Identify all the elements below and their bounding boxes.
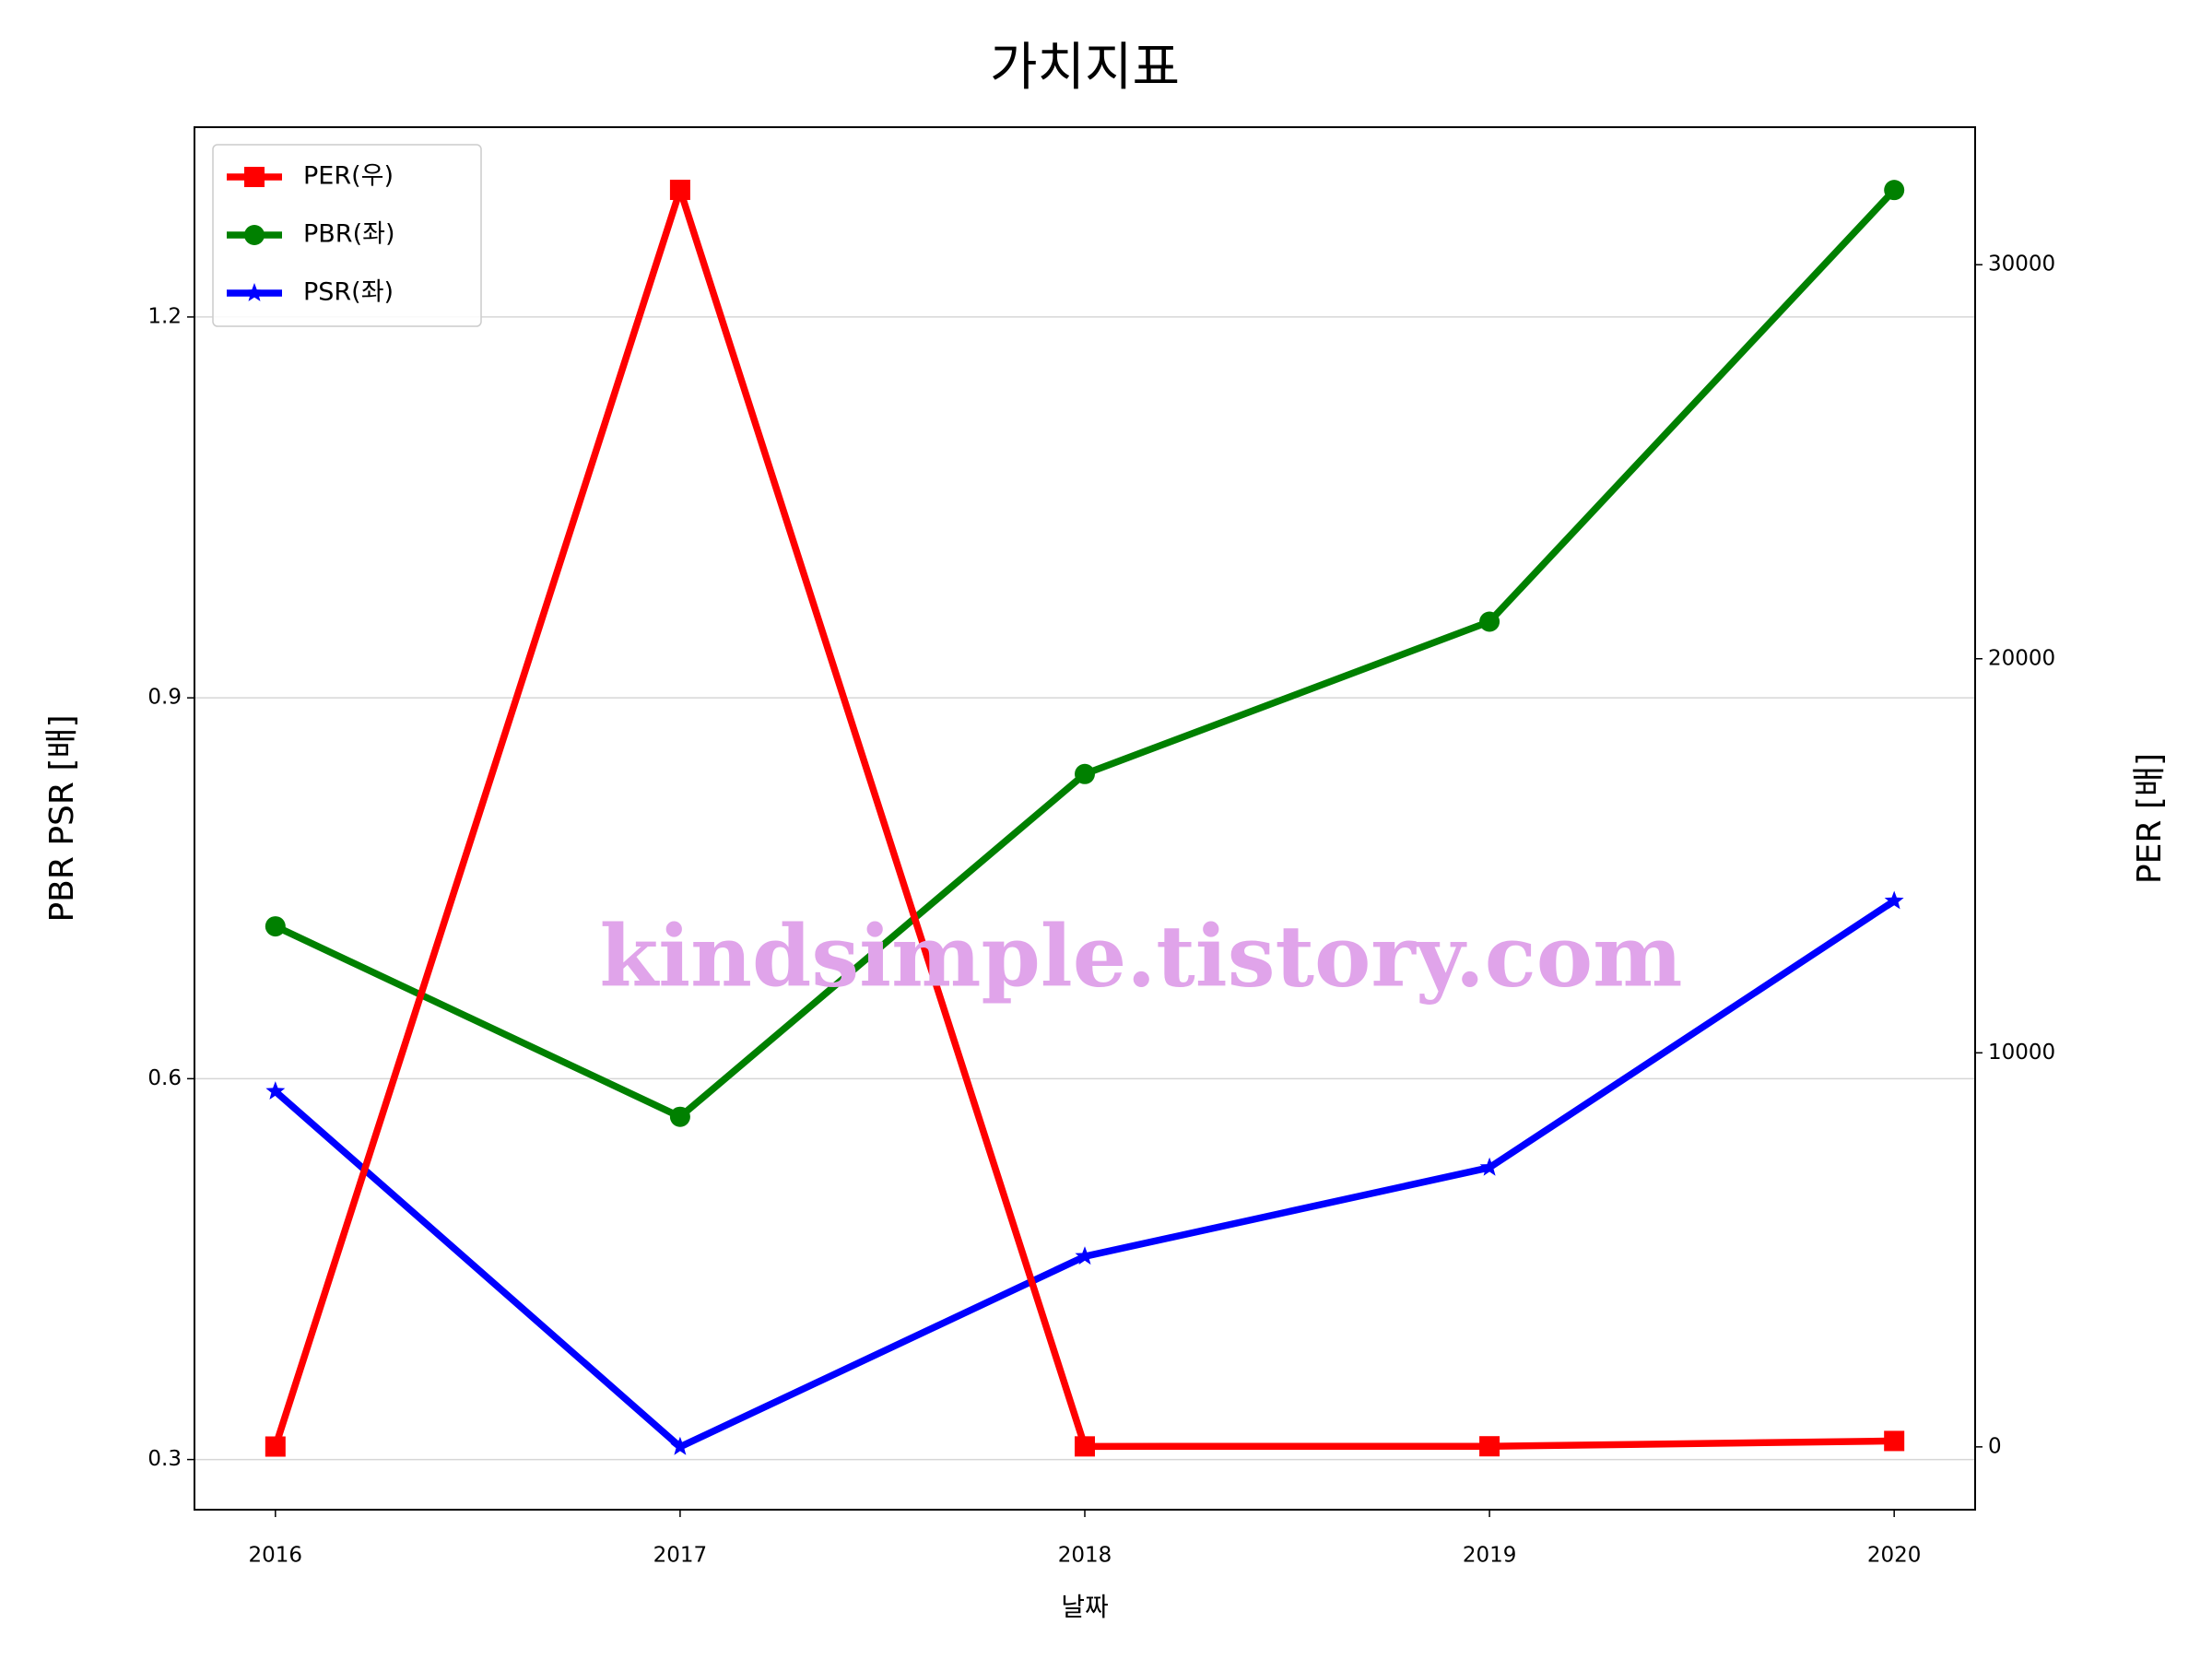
x-tick-label: 2016 [249, 1544, 303, 1568]
marker [1884, 180, 1905, 201]
legend-label: PSR(좌) [303, 278, 394, 307]
x-tick-label: 2019 [1463, 1544, 1517, 1568]
y2-axis-label: PER [배] [2131, 753, 2169, 884]
marker [1075, 1436, 1095, 1457]
y2-tick-label: 0 [1988, 1434, 2002, 1458]
marker [265, 1081, 286, 1100]
marker [1479, 1157, 1500, 1176]
watermark: kindsimple.tistory.com [599, 907, 1682, 1006]
marker [265, 1436, 286, 1457]
legend-label: PBR(좌) [303, 220, 394, 249]
marker [265, 916, 286, 937]
x-tick-label: 2020 [1867, 1544, 1922, 1568]
y-tick-label: 0.9 [147, 686, 182, 710]
chart-title: 가치지표 [990, 38, 1180, 98]
y2-tick-label: 30000 [1988, 253, 2055, 276]
marker [1884, 1430, 1905, 1452]
x-tick-label: 2017 [653, 1544, 708, 1568]
marker [670, 1436, 690, 1455]
legend-box [212, 144, 482, 327]
y2-tick-label: 20000 [1988, 646, 2055, 670]
legend-label: PER(우) [303, 162, 394, 191]
y-tick-label: 0.6 [147, 1066, 182, 1090]
y-axis-label: PBR PSR [배] [43, 714, 81, 922]
marker [669, 1106, 690, 1127]
marker [1075, 1246, 1095, 1265]
legend-marker [244, 283, 265, 301]
y2-tick-label: 10000 [1988, 1041, 2055, 1065]
y-tick-label: 1.2 [147, 304, 182, 328]
y-tick-label: 0.3 [147, 1447, 182, 1471]
legend-marker [244, 225, 265, 245]
x-axis-label: 날짜 [1061, 1592, 1109, 1622]
marker [669, 179, 690, 200]
marker [1075, 763, 1095, 784]
legend-marker [244, 167, 265, 187]
marker [1884, 890, 1904, 910]
marker [1479, 611, 1500, 632]
marker [1479, 1436, 1500, 1457]
plot-frame [194, 126, 1976, 1511]
x-tick-label: 2018 [1058, 1544, 1112, 1568]
